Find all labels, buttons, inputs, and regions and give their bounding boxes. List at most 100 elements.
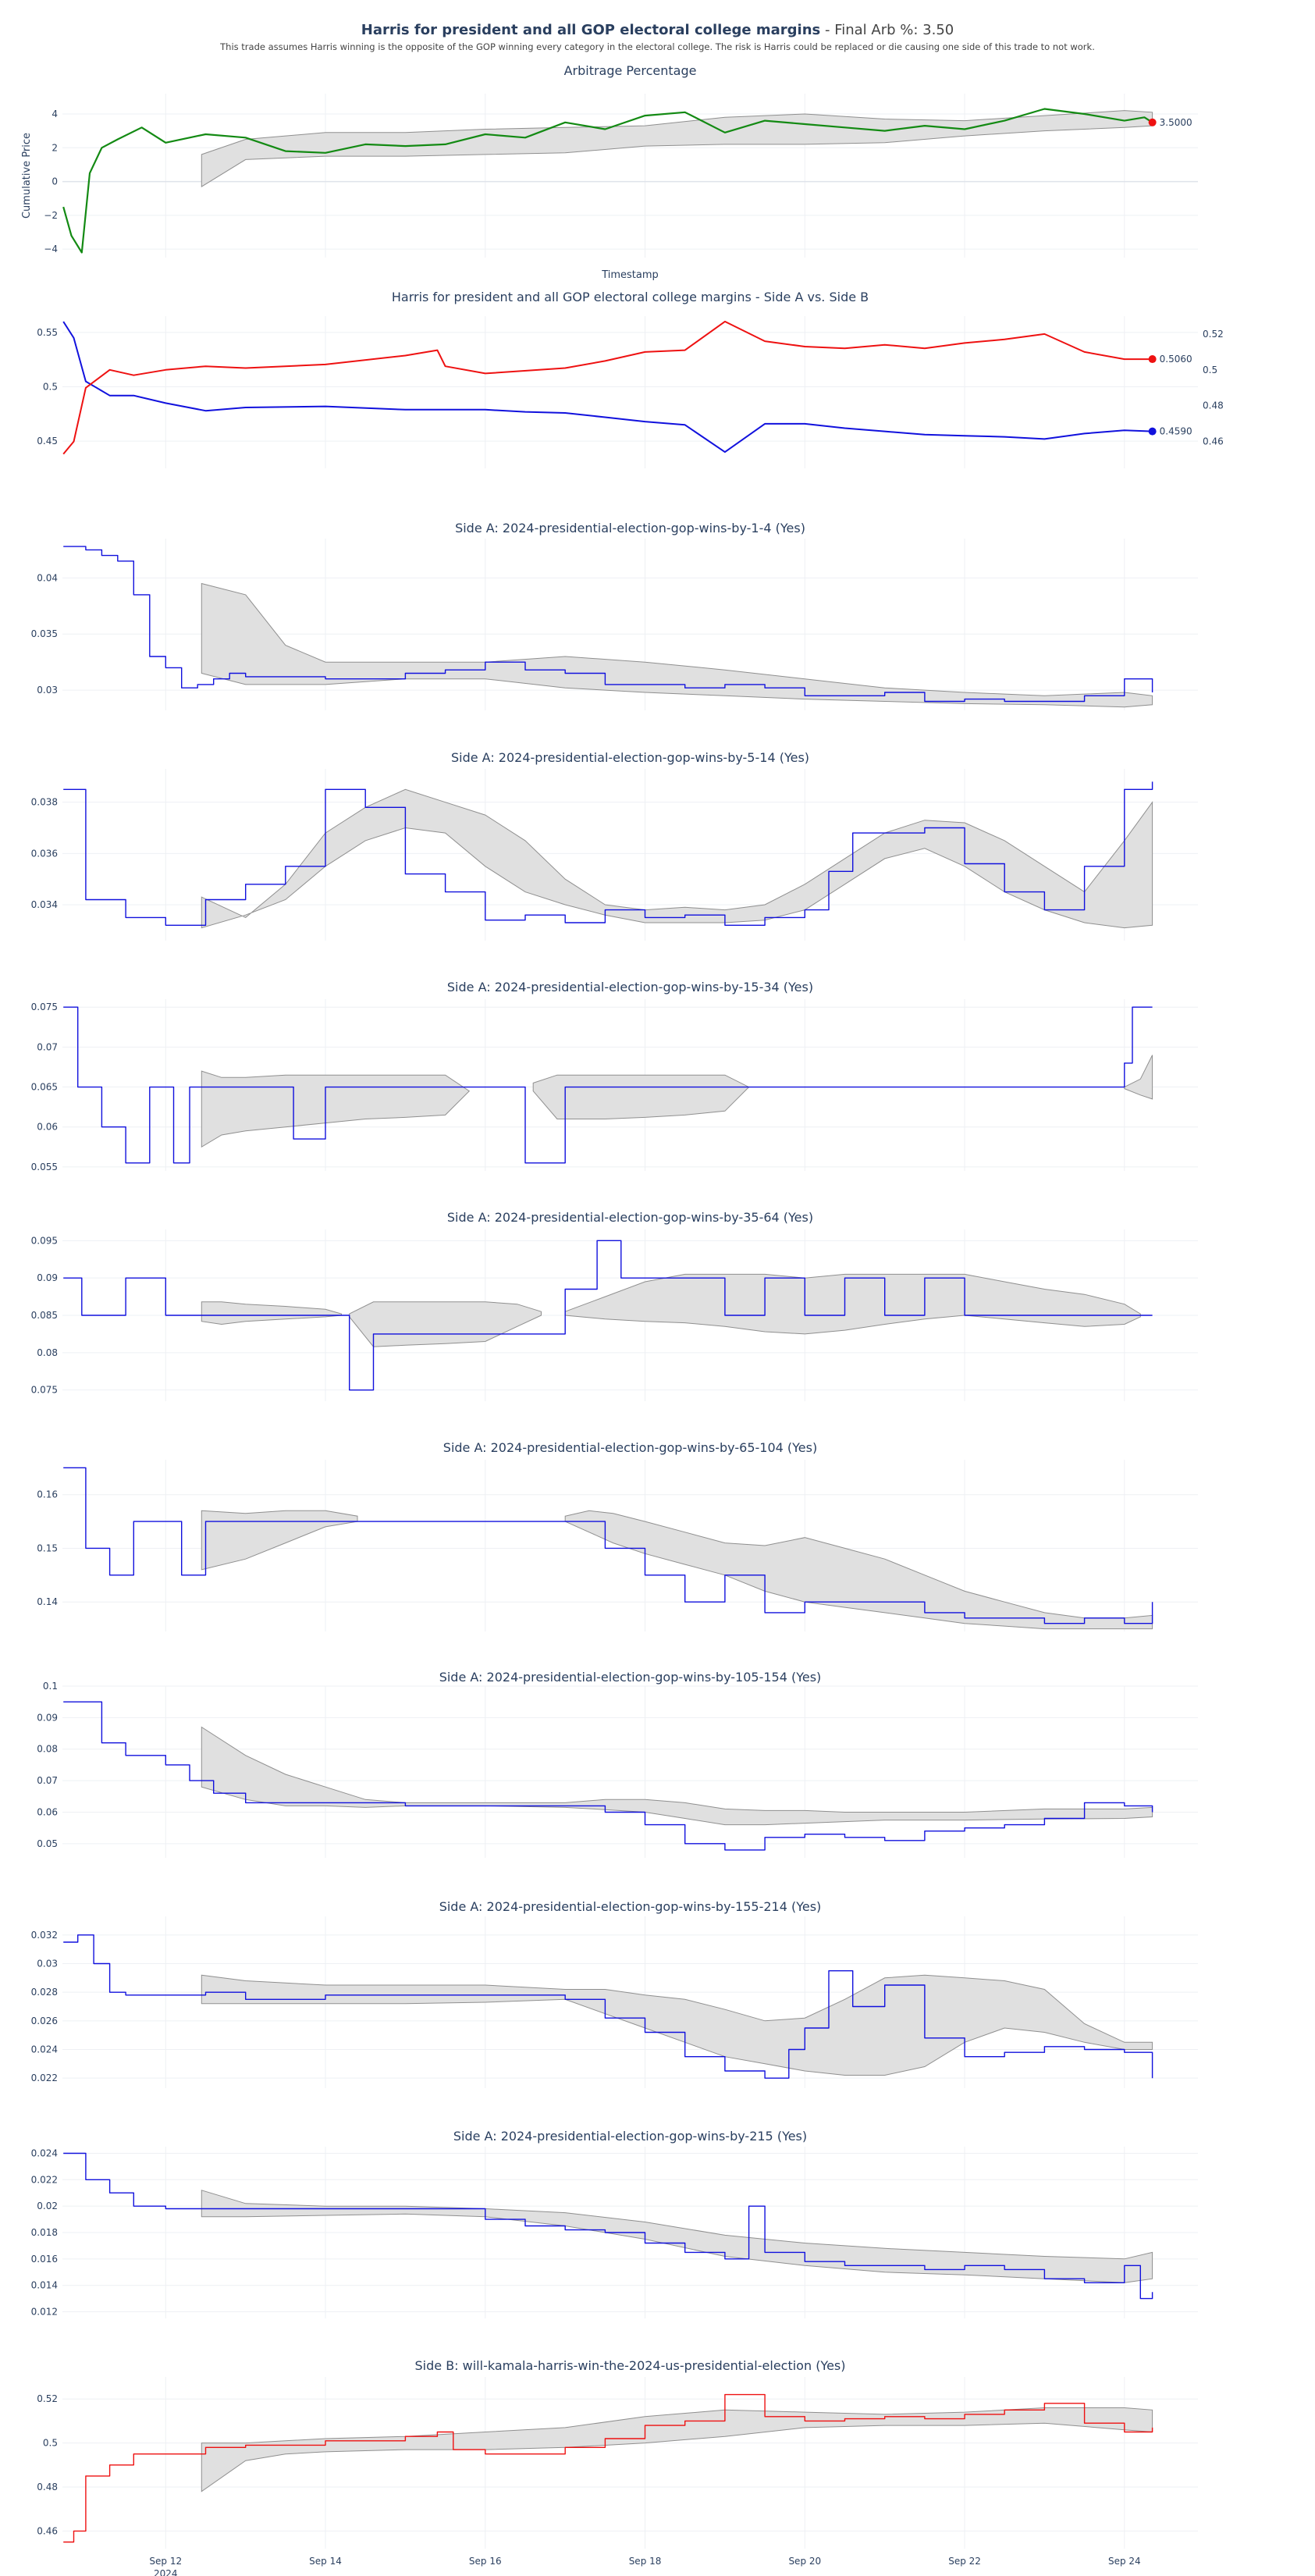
chart-ab: Harris for president and all GOP elector… bbox=[37, 290, 1224, 468]
y2-tick-label: 0.5 bbox=[1203, 365, 1217, 375]
x-tick-label: Sep 22 bbox=[948, 2556, 981, 2567]
y-tick-label: 0.45 bbox=[37, 436, 58, 447]
y-tick-label: 0.07 bbox=[37, 1041, 58, 1052]
chart-title: Side A: 2024-presidential-election-gop-w… bbox=[439, 1899, 822, 1914]
chart-a6: Side A: 2024-presidential-election-gop-w… bbox=[37, 1670, 1198, 1858]
chart-title: Side A: 2024-presidential-election-gop-w… bbox=[443, 1440, 817, 1455]
y-tick-label: 0.52 bbox=[37, 2393, 58, 2404]
x-axis-label: Timestamp bbox=[601, 269, 659, 281]
x-year-label: 2024 bbox=[154, 2568, 178, 2576]
y-tick-label: −2 bbox=[44, 210, 58, 221]
series-line bbox=[63, 1934, 1153, 2079]
y2-tick-label: 0.52 bbox=[1203, 329, 1224, 340]
chart-title: Side A: 2024-presidential-election-gop-w… bbox=[447, 980, 813, 994]
y-tick-label: 0 bbox=[52, 176, 58, 187]
y-tick-label: 0.036 bbox=[31, 848, 58, 859]
y-tick-label: 0.075 bbox=[31, 1002, 58, 1012]
y-tick-label: 0.02 bbox=[37, 2201, 58, 2211]
y2-tick-label: 0.46 bbox=[1203, 436, 1224, 447]
y-tick-label: 0.5 bbox=[43, 382, 58, 393]
band-area bbox=[349, 1301, 542, 1347]
y-tick-label: 0.06 bbox=[37, 1806, 58, 1817]
x-tick-label: Sep 20 bbox=[788, 2556, 821, 2567]
chart-arb: Arbitrage Percentage −4 −2 0 2 4 3.5000 Timesta… bbox=[21, 63, 1198, 281]
figure-title: Harris for president and all GOP elector… bbox=[0, 22, 1315, 38]
end-label: 0.5060 bbox=[1160, 354, 1192, 365]
y-tick-label: 0.085 bbox=[31, 1310, 58, 1321]
y-tick-label: 0.03 bbox=[37, 685, 58, 696]
chart-title: Side A: 2024-presidential-election-gop-w… bbox=[455, 521, 805, 535]
chart-title: Side A: 2024-presidential-election-gop-w… bbox=[453, 2129, 807, 2144]
y-tick-label: 0.5 bbox=[43, 2438, 58, 2449]
end-label: 3.5000 bbox=[1160, 117, 1192, 128]
y-tick-label: 0.016 bbox=[31, 2254, 58, 2265]
y-tick-label: 0.012 bbox=[31, 2307, 58, 2318]
y-tick-label: 0.022 bbox=[31, 2174, 58, 2185]
chart-a5: Side A: 2024-presidential-election-gop-w… bbox=[37, 1440, 1198, 1631]
y-tick-label: 0.14 bbox=[37, 1596, 58, 1607]
figure-subtitle: This trade assumes Harris winning is the… bbox=[220, 41, 1095, 52]
band-area bbox=[1124, 1055, 1153, 1100]
chart-title: Harris for president and all GOP elector… bbox=[392, 290, 869, 304]
chart-title: Side B: will-kamala-harris-win-the-2024-… bbox=[415, 2358, 846, 2373]
x-tick-label: Sep 24 bbox=[1108, 2556, 1141, 2567]
end-marker bbox=[1148, 118, 1157, 126]
y-tick-label: 0.075 bbox=[31, 1385, 58, 1396]
y-tick-label: 0.018 bbox=[31, 2227, 58, 2238]
y-tick-label: 0.08 bbox=[37, 1347, 58, 1358]
band-area bbox=[201, 788, 1153, 929]
figure-header: Harris for president and all GOP elector… bbox=[0, 22, 1315, 52]
series-side-b bbox=[62, 320, 1153, 455]
band-area bbox=[201, 1726, 1153, 1826]
series-line bbox=[63, 546, 1153, 703]
chart-a4: Side A: 2024-presidential-election-gop-w… bbox=[31, 1210, 1198, 1401]
y-tick-label: 0.065 bbox=[31, 1082, 58, 1093]
band-area bbox=[201, 1070, 471, 1148]
y-tick-label: 0.038 bbox=[31, 797, 58, 808]
y-tick-label: 0.026 bbox=[31, 2016, 58, 2026]
figure-title-main: Harris for president and all GOP elector… bbox=[361, 22, 821, 38]
y-tick-label: 0.1 bbox=[43, 1681, 58, 1692]
band-area bbox=[201, 2190, 1153, 2283]
y-tick-label: 2 bbox=[52, 142, 58, 153]
band-area bbox=[564, 1510, 1153, 1630]
chart-title: Side A: 2024-presidential-election-gop-w… bbox=[451, 750, 809, 765]
x-tick-label: Sep 16 bbox=[469, 2556, 502, 2567]
chart-title: Side A: 2024-presidential-election-gop-w… bbox=[447, 1210, 813, 1225]
y-tick-label: 0.014 bbox=[31, 2280, 58, 2291]
y-tick-label: 0.035 bbox=[31, 628, 58, 639]
chart-a7: Side A: 2024-presidential-election-gop-w… bbox=[31, 1899, 1198, 2088]
chart-a8: Side A: 2024-presidential-election-gop-w… bbox=[31, 2129, 1198, 2318]
band-area bbox=[201, 1510, 358, 1571]
band-area bbox=[201, 2407, 1153, 2492]
y-tick-label: 0.07 bbox=[37, 1775, 58, 1786]
x-tick-label: Sep 12 bbox=[149, 2556, 182, 2567]
series-line bbox=[63, 1467, 1153, 1624]
y-tick-label: 0.46 bbox=[37, 2525, 58, 2536]
end-label: 0.4590 bbox=[1160, 426, 1192, 437]
y-tick-label: 0.034 bbox=[31, 899, 58, 910]
series-line bbox=[63, 781, 1153, 926]
y-tick-label: 0.055 bbox=[31, 1162, 58, 1172]
y-tick-label: 0.022 bbox=[31, 2073, 58, 2083]
chart-b: Side B: will-kamala-harris-win-the-2024-… bbox=[37, 2358, 1198, 2549]
band-area bbox=[564, 1273, 1141, 1335]
y-tick-label: 0.09 bbox=[37, 1272, 58, 1283]
y-tick-label: 0.024 bbox=[31, 2044, 58, 2055]
y-tick-label: −4 bbox=[44, 244, 58, 254]
series-side-a bbox=[62, 321, 1153, 454]
y-tick-label: 0.06 bbox=[37, 1122, 58, 1133]
y-tick-label: 0.028 bbox=[31, 1987, 58, 1998]
y-tick-label: 0.09 bbox=[37, 1712, 58, 1723]
y-tick-label: 0.03 bbox=[37, 1959, 58, 1969]
y-tick-label: 0.095 bbox=[31, 1235, 58, 1246]
band-area bbox=[201, 1974, 1153, 2076]
series-line bbox=[62, 108, 1153, 254]
chart-title: Arbitrage Percentage bbox=[564, 63, 697, 78]
band-area bbox=[201, 582, 1153, 708]
chart-a2: Side A: 2024-presidential-election-gop-w… bbox=[31, 750, 1198, 941]
y-tick-label: 0.024 bbox=[31, 2147, 58, 2158]
y-tick-label: 0.55 bbox=[37, 327, 58, 338]
y-tick-label: 0.15 bbox=[37, 1542, 58, 1553]
